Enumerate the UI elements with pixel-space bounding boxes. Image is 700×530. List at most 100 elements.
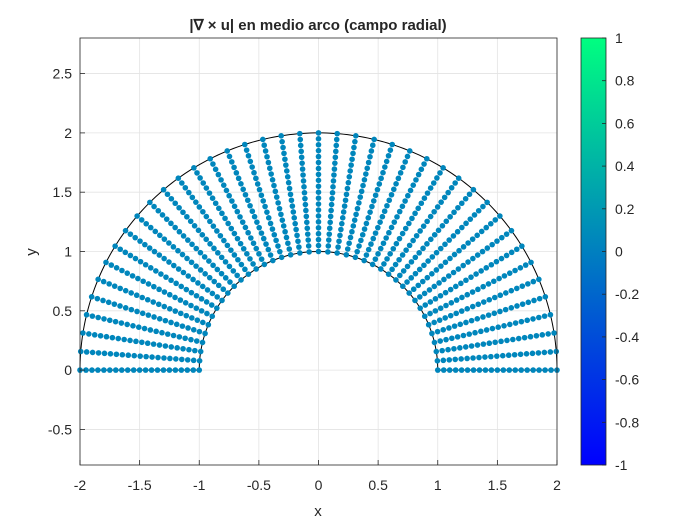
data-point — [505, 352, 512, 359]
data-point — [439, 347, 445, 354]
data-point — [315, 165, 322, 172]
data-point — [254, 181, 261, 187]
data-point — [468, 343, 475, 349]
data-point — [446, 357, 453, 363]
data-point — [178, 283, 185, 290]
data-point — [207, 155, 214, 162]
data-point — [156, 252, 163, 258]
data-point — [353, 211, 359, 218]
data-point — [499, 234, 505, 241]
data-point — [393, 277, 399, 283]
data-point — [421, 313, 428, 320]
data-point — [194, 170, 200, 176]
data-point — [107, 367, 113, 373]
data-point — [433, 348, 440, 355]
data-point — [168, 220, 174, 227]
data-point — [327, 213, 334, 220]
data-point — [182, 184, 189, 191]
data-point — [100, 278, 107, 285]
data-point — [541, 313, 548, 319]
data-point — [502, 290, 509, 296]
data-point — [379, 213, 386, 220]
data-point — [423, 155, 430, 162]
data-point — [365, 246, 372, 253]
data-point — [268, 171, 274, 177]
data-point — [457, 321, 464, 328]
data-point — [333, 148, 339, 155]
data-point — [192, 347, 198, 354]
data-point — [463, 319, 469, 326]
data-point — [258, 256, 265, 262]
data-point — [237, 214, 243, 220]
data-point — [433, 267, 440, 273]
data-point — [201, 254, 208, 260]
data-point — [265, 215, 272, 221]
data-point — [178, 367, 185, 373]
data-point — [240, 186, 246, 193]
data-point — [299, 166, 306, 172]
data-point — [501, 273, 508, 279]
data-point — [510, 336, 516, 343]
x-tick-label: 1.5 — [488, 477, 508, 493]
data-point — [454, 334, 461, 340]
data-point — [485, 281, 492, 287]
data-point — [512, 267, 518, 274]
data-point — [474, 316, 481, 322]
data-point — [466, 191, 473, 198]
data-point — [440, 357, 447, 364]
data-point — [229, 198, 235, 204]
data-point — [179, 323, 186, 329]
data-point — [474, 342, 481, 348]
data-point — [298, 148, 304, 155]
y-tick-label: 2.5 — [53, 66, 73, 82]
data-point — [517, 351, 524, 358]
data-point — [359, 231, 366, 238]
data-point — [374, 186, 381, 193]
data-point — [122, 227, 129, 234]
data-point — [140, 278, 146, 285]
data-point — [262, 148, 269, 154]
data-point — [166, 306, 173, 312]
data-point — [441, 276, 447, 283]
data-point — [197, 175, 203, 181]
data-point — [400, 268, 407, 274]
data-point — [231, 283, 237, 290]
data-point — [448, 300, 455, 306]
data-point — [185, 273, 192, 279]
data-point — [168, 344, 175, 350]
data-point — [159, 329, 165, 336]
data-point — [460, 332, 467, 339]
data-point — [494, 353, 500, 359]
data-point — [148, 367, 155, 373]
data-point — [200, 319, 206, 326]
data-point — [162, 343, 169, 349]
data-point — [147, 265, 154, 271]
data-point — [249, 164, 255, 170]
data-point — [287, 191, 294, 198]
data-point — [161, 236, 168, 242]
data-point — [315, 183, 322, 190]
data-point — [400, 283, 406, 290]
data-point — [193, 245, 200, 252]
data-point — [375, 251, 381, 257]
data-point — [388, 191, 395, 198]
data-point — [133, 292, 140, 299]
data-point — [480, 283, 486, 290]
data-point — [352, 138, 358, 145]
data-point — [551, 330, 557, 336]
data-point — [410, 182, 417, 188]
data-point — [277, 248, 283, 255]
data-point — [210, 223, 217, 229]
data-point — [512, 367, 519, 373]
data-point — [155, 207, 162, 214]
chart-title: |∇ × u| en medio arco (campo radial) — [189, 17, 446, 34]
y-tick-label: -0.5 — [48, 421, 72, 437]
data-point — [315, 189, 322, 195]
data-point — [386, 197, 393, 204]
data-point — [524, 367, 530, 373]
data-point — [288, 197, 295, 204]
data-point — [166, 367, 173, 373]
data-point — [245, 152, 252, 159]
data-point — [332, 160, 338, 166]
